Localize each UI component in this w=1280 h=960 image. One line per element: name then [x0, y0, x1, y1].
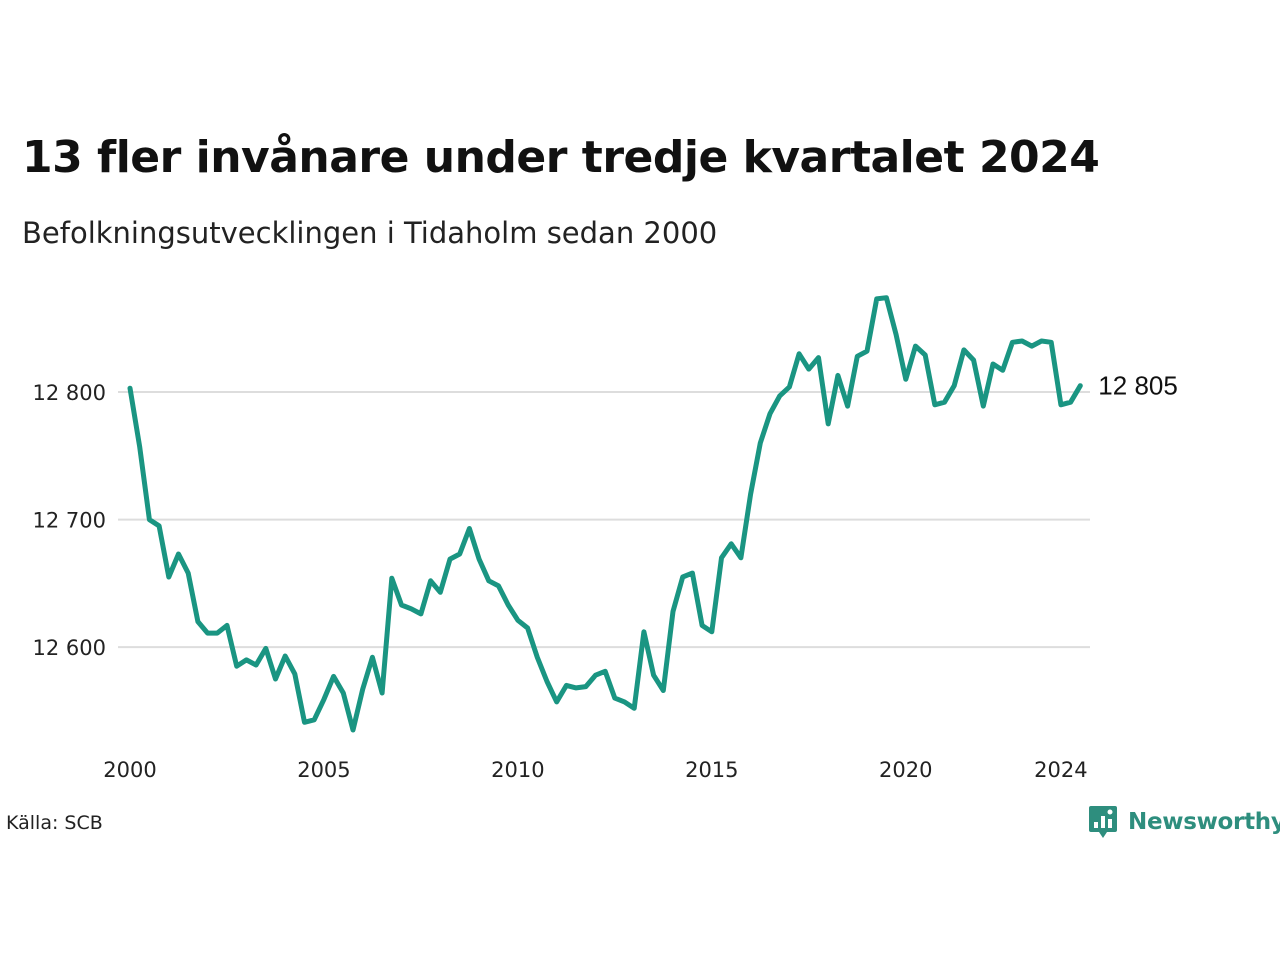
newsworthy-logo-icon: [1089, 806, 1117, 838]
x-tick-label: 2024: [1034, 758, 1087, 782]
x-tick-label: 2015: [685, 758, 738, 782]
y-tick-label: 12 600: [33, 636, 106, 660]
x-tick-label: 2020: [879, 758, 932, 782]
source-note: Källa: SCB: [6, 812, 103, 834]
population-line: [127, 295, 1083, 733]
chart-subtitle: Befolkningsutvecklingen i Tidaholm sedan…: [22, 216, 718, 250]
x-tick-label: 2005: [297, 758, 350, 782]
y-axis-ticks: 12 600 12 700 12 800: [33, 381, 106, 660]
x-tick-label: 2010: [491, 758, 544, 782]
newsworthy-logo: Newsworthy: [1088, 804, 1280, 840]
y-tick-label: 12 700: [33, 509, 106, 533]
x-axis-ticks: 2000 2005 2010 2015 2020 2024: [103, 758, 1087, 782]
end-value-label: 12 805: [1098, 371, 1178, 401]
brand-name: Newsworthy: [1128, 809, 1280, 835]
gridlines: [118, 391, 1090, 649]
x-tick-label: 2000: [103, 758, 156, 782]
chart-title: 13 fler invånare under tredje kvartalet …: [22, 132, 1100, 183]
y-tick-label: 12 800: [33, 381, 106, 405]
